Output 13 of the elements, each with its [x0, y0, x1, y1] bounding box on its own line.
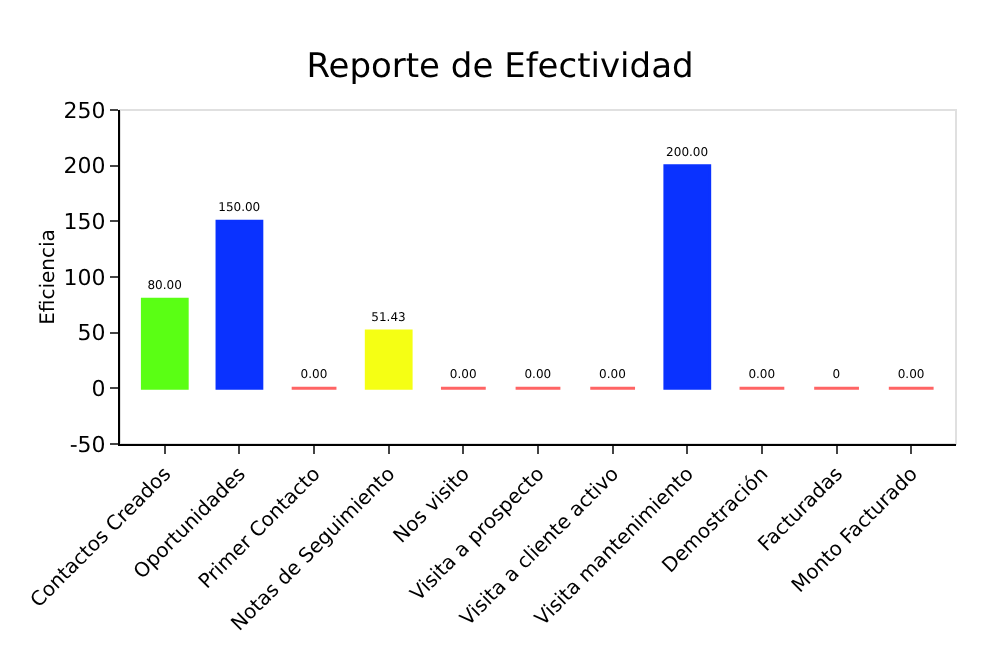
- y-tick-label: 0: [91, 376, 106, 403]
- y-tick-label: 150: [63, 209, 106, 236]
- y-tick-label: 50: [77, 320, 106, 347]
- bar: [364, 329, 413, 390]
- chart-title: Reporte de Efectividad: [306, 46, 694, 87]
- bar: [215, 219, 264, 390]
- y-tick-label: 200: [63, 153, 106, 180]
- bar: [663, 164, 712, 390]
- y-tick-label: 250: [63, 97, 106, 124]
- y-tick-label: -50: [69, 431, 106, 458]
- y-axis-title: Eficiencia: [37, 229, 60, 325]
- y-tick-label: 100: [63, 264, 106, 291]
- bar: [140, 297, 189, 390]
